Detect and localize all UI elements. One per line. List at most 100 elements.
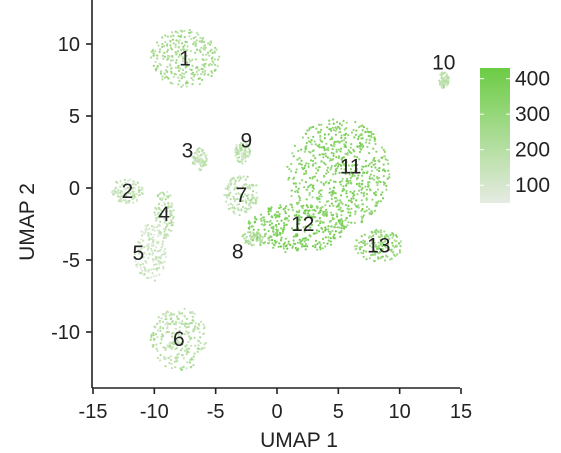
data-point (185, 326, 188, 329)
data-point (147, 270, 150, 274)
data-point (330, 164, 333, 167)
data-point (367, 185, 370, 188)
data-point (290, 227, 294, 230)
data-point (159, 197, 162, 200)
data-point (270, 226, 273, 229)
data-point (376, 188, 380, 191)
data-point (189, 60, 192, 63)
data-point (335, 205, 338, 208)
data-point (380, 235, 383, 238)
data-point (370, 239, 374, 242)
data-point (353, 221, 356, 224)
data-point (349, 211, 352, 214)
data-point (283, 217, 286, 221)
data-point (156, 356, 160, 359)
data-point (170, 72, 173, 75)
data-point (315, 205, 318, 208)
data-point (353, 194, 356, 197)
data-point (128, 199, 131, 202)
data-point (115, 180, 118, 183)
data-point (280, 236, 283, 239)
data-point (341, 222, 344, 225)
data-point (290, 189, 293, 192)
data-point (309, 151, 312, 154)
data-point (170, 367, 173, 370)
data-point (351, 192, 354, 195)
data-point (362, 255, 365, 258)
data-point (362, 203, 365, 206)
data-point (255, 196, 259, 199)
data-point (168, 314, 171, 317)
data-point (327, 146, 330, 149)
data-point (307, 165, 310, 168)
data-point (161, 243, 164, 246)
data-point (340, 147, 343, 150)
data-point (278, 207, 281, 210)
data-point (179, 73, 182, 77)
data-point (259, 235, 262, 238)
data-point (285, 205, 288, 208)
data-point (445, 83, 448, 86)
data-point (171, 217, 175, 220)
data-point (328, 204, 331, 207)
data-point (360, 251, 363, 254)
data-point (341, 160, 345, 163)
data-point (164, 198, 167, 201)
data-point (307, 140, 311, 143)
data-point (302, 226, 305, 229)
data-point (210, 57, 213, 60)
data-point (187, 31, 191, 34)
data-point (140, 234, 144, 237)
data-point (287, 242, 290, 245)
data-point (360, 188, 363, 191)
data-point (198, 147, 201, 150)
data-point (366, 242, 369, 245)
data-point (200, 67, 203, 71)
data-point (166, 344, 169, 347)
data-point (272, 225, 275, 228)
cluster-9-points (234, 142, 251, 165)
data-point (153, 233, 156, 236)
data-point (304, 225, 307, 228)
data-point (177, 333, 180, 336)
data-point (303, 166, 306, 170)
cluster-label-11: 11 (340, 155, 362, 178)
data-point (121, 183, 124, 186)
data-point (170, 213, 173, 216)
data-point (340, 180, 343, 183)
data-point (342, 119, 345, 122)
data-point (303, 150, 306, 153)
data-point (191, 311, 194, 315)
data-point (155, 256, 158, 259)
data-point (382, 163, 385, 166)
data-point (329, 231, 332, 234)
data-point (248, 207, 251, 210)
data-point (357, 206, 360, 209)
data-point (327, 133, 330, 136)
x-tick-label: 10 (389, 401, 411, 423)
data-point (201, 149, 204, 152)
data-point (337, 165, 340, 168)
data-point (300, 216, 303, 219)
data-point (166, 224, 169, 227)
data-point (162, 201, 166, 204)
data-point (236, 148, 239, 151)
data-point (346, 195, 349, 198)
cluster-label-5: 5 (133, 242, 145, 265)
data-point (317, 191, 320, 195)
data-point (193, 352, 196, 355)
data-point (251, 193, 254, 196)
data-point (312, 163, 315, 166)
data-point (177, 83, 180, 86)
data-point (351, 173, 354, 176)
data-point (385, 235, 388, 238)
data-point (364, 242, 367, 245)
data-point (360, 240, 363, 243)
data-point (332, 186, 335, 189)
data-point (204, 69, 207, 72)
cluster-label-3: 3 (182, 140, 194, 163)
data-point (336, 140, 339, 143)
data-point (116, 190, 119, 194)
data-point (171, 82, 174, 85)
data-point (161, 196, 164, 199)
